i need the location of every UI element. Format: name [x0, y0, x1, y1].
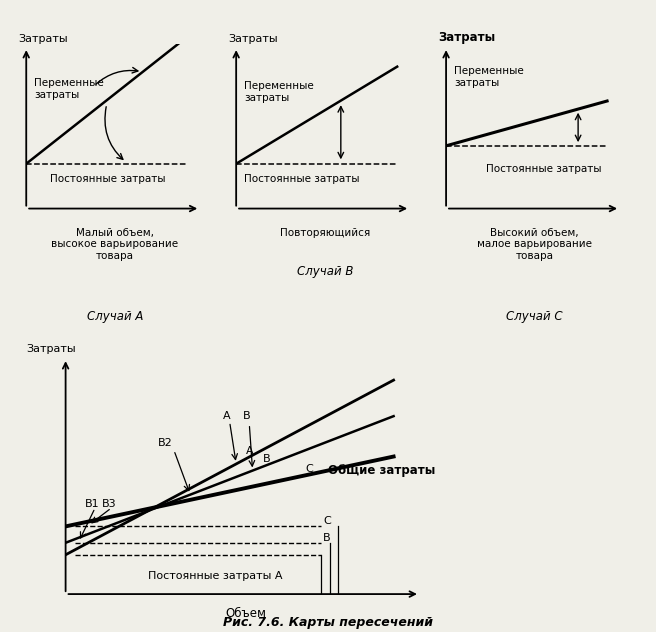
- Text: Повторяющийся: Повторяющийся: [279, 228, 370, 238]
- Text: Случай С: Случай С: [506, 310, 563, 323]
- Text: Малый объем,
высокое варьирование
товара: Малый объем, высокое варьирование товара: [51, 228, 178, 261]
- Text: B2: B2: [157, 437, 172, 447]
- Text: Переменные
затраты: Переменные затраты: [454, 66, 524, 88]
- Text: Затраты: Затраты: [228, 34, 277, 44]
- Text: B: B: [262, 454, 270, 464]
- Text: Переменные
затраты: Переменные затраты: [34, 78, 104, 100]
- Text: Постоянные затраты: Постоянные затраты: [486, 164, 602, 174]
- Text: Затраты: Затраты: [438, 31, 495, 44]
- Text: A: A: [246, 446, 254, 456]
- Text: Рис. 7.6. Карты пересечений: Рис. 7.6. Карты пересечений: [223, 616, 433, 629]
- Text: C: C: [305, 464, 313, 474]
- Text: Постоянные затраты А: Постоянные затраты А: [148, 571, 282, 581]
- Text: Затраты: Затраты: [26, 344, 76, 354]
- Text: Высокий объем,
малое варьирование
товара: Высокий объем, малое варьирование товара: [477, 228, 592, 261]
- Text: B: B: [323, 533, 331, 543]
- Text: C: C: [323, 516, 331, 526]
- Text: Затраты: Затраты: [18, 34, 68, 44]
- Text: Постоянные затраты: Постоянные затраты: [244, 174, 359, 184]
- Text: B3: B3: [102, 499, 116, 509]
- Text: Постоянные затраты: Постоянные затраты: [51, 174, 166, 184]
- Text: Общие затраты: Общие затраты: [328, 464, 436, 477]
- Text: Переменные
затраты: Переменные затраты: [244, 82, 314, 103]
- Text: B1: B1: [85, 499, 100, 509]
- Text: Случай А: Случай А: [87, 310, 143, 323]
- Text: Объем: Объем: [226, 607, 266, 620]
- Text: Случай В: Случай В: [297, 265, 353, 279]
- Text: B: B: [243, 411, 251, 422]
- Text: A: A: [223, 411, 231, 422]
